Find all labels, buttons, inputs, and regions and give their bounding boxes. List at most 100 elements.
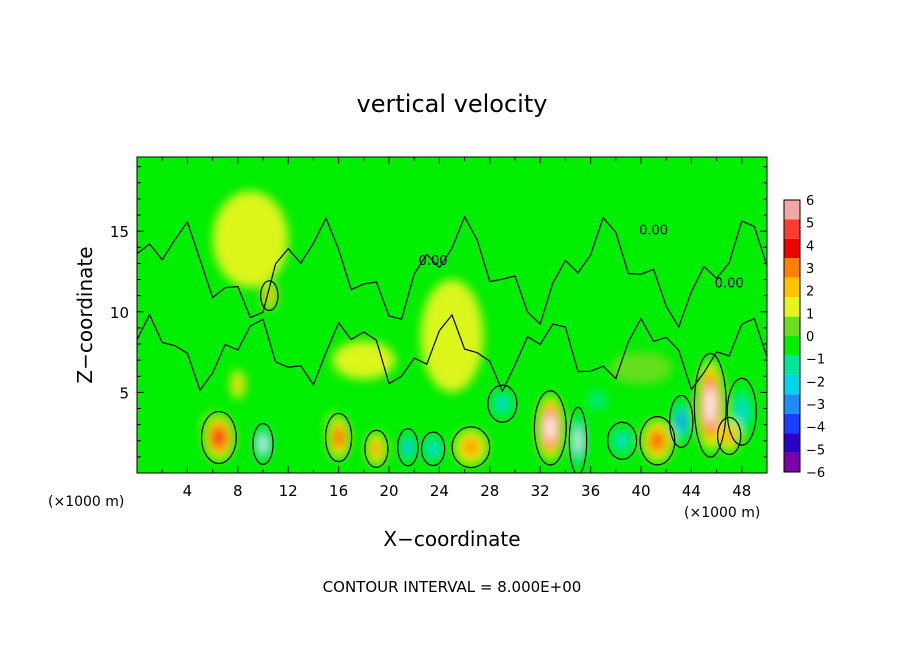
velocity-cell: [366, 432, 387, 465]
x-tick-label: 12: [279, 482, 298, 500]
velocity-cell-band: [420, 279, 484, 393]
colorbar-band: [784, 219, 800, 239]
colorbar-band: [784, 394, 800, 414]
x-tick-label: 20: [379, 482, 398, 500]
velocity-cell: [570, 411, 586, 470]
contour-label: 0.00: [639, 223, 668, 238]
colorbar-label: 2: [806, 285, 814, 300]
velocity-cell: [719, 419, 740, 453]
velocity-cell-band: [465, 441, 477, 454]
velocity-cell: [230, 369, 246, 399]
velocity-cell: [609, 352, 673, 385]
velocity-cell: [489, 387, 515, 420]
chart-title: vertical velocity: [357, 90, 548, 118]
x-unit-right: (×1000 m): [684, 505, 760, 521]
colorbar-label: 6: [806, 194, 814, 209]
x-tick-label: 36: [581, 482, 600, 500]
colorbar-label: 1: [806, 307, 814, 322]
zero-contours: 0.00 0.00 0.00: [137, 215, 767, 473]
zero-contour: [533, 390, 567, 466]
colorbar-band: [784, 336, 800, 356]
velocity-cell-core: [705, 384, 716, 426]
zero-contour: [717, 416, 742, 456]
velocity-cell-band: [234, 377, 242, 392]
x-tick-label: 28: [480, 482, 499, 500]
zero-contour: [568, 406, 588, 473]
velocity-cell-band: [167, 398, 195, 419]
colorbar-label: −4: [806, 421, 825, 436]
velocity-cell-band: [267, 395, 284, 415]
colorbar-band: [784, 355, 800, 375]
velocity-cell-band: [312, 386, 328, 411]
zero-contour: [451, 426, 491, 469]
velocity-cell-band: [679, 416, 684, 426]
colorbar-band: [784, 258, 800, 278]
velocity-cell: [642, 419, 673, 462]
y-axis-ticks: 5 10 15: [110, 166, 767, 458]
zero-contour: [693, 352, 727, 458]
contour-label: 0.00: [715, 277, 744, 292]
colorbar-band: [784, 297, 800, 317]
velocity-cell: [259, 385, 292, 425]
velocity-cell: [203, 414, 235, 461]
x-tick-label: 40: [631, 482, 650, 500]
x-tick-label: 48: [732, 482, 751, 500]
zero-contour: [607, 421, 638, 460]
x-tick-label: 4: [183, 482, 193, 500]
colorbar-band: [784, 433, 800, 453]
velocity-cell-core: [545, 413, 556, 443]
velocity-cell: [304, 374, 335, 424]
velocity-cell-core: [259, 435, 267, 452]
colorbar-label: −3: [806, 398, 825, 413]
velocity-cell-band: [405, 443, 411, 452]
colorbar-band: [784, 277, 800, 298]
colorbar-label: −5: [806, 443, 825, 458]
velocity-cell-band: [373, 443, 380, 455]
colorbar-label: −1: [806, 353, 825, 368]
zero-contour: [364, 429, 389, 468]
x-tick-label: 24: [430, 482, 449, 500]
y-tick-label: 10: [110, 304, 129, 322]
y-tick-label: 5: [119, 384, 129, 402]
velocity-cell: [399, 431, 417, 464]
velocity-cell: [584, 387, 610, 414]
colorbar-label: 0: [806, 330, 814, 345]
zero-contour: [137, 313, 767, 393]
colorbar-band: [784, 374, 800, 395]
velocity-cell-band: [212, 190, 289, 288]
contour-interval-note: CONTOUR INTERVAL = 8.000E+00: [323, 578, 582, 596]
velocity-cell: [671, 398, 692, 444]
colorbar: 6 5 4 3 2 1 0 −1 −2 −3 −4 −5 −6: [783, 194, 825, 481]
velocity-cell: [254, 426, 272, 462]
zero-contour: [420, 431, 446, 467]
velocity-cell-band: [609, 352, 673, 385]
x-tick-label: 44: [682, 482, 701, 500]
velocity-cell-core: [575, 427, 581, 454]
plot-area: 0.00 0.00 0.00: [137, 157, 767, 473]
y-tick-label: 15: [110, 223, 129, 241]
zero-contour: [487, 384, 518, 423]
colorbar-label: 3: [806, 262, 814, 277]
colorbar-band: [784, 452, 800, 472]
zero-contour: [252, 422, 274, 465]
velocity-cell-band: [215, 433, 222, 443]
zero-contour: [639, 416, 676, 466]
zero-contour: [260, 280, 279, 312]
colorbar-label: −6: [806, 466, 825, 481]
colorbar-label: 4: [806, 239, 814, 254]
zero-contour: [397, 428, 419, 467]
zero-contour: [669, 394, 694, 448]
velocity-cells: [153, 190, 755, 470]
velocity-cell-band: [737, 402, 746, 422]
x-tick-label: 8: [233, 482, 243, 500]
x-tick-label: 32: [531, 482, 550, 500]
colorbar-frame: [783, 199, 801, 473]
velocity-cell: [420, 279, 484, 393]
x-axis-ticks: 4 8 12 16 20 24 28 32 36 40 44 48: [161, 157, 751, 500]
velocity-cell: [327, 416, 350, 459]
velocity-cell-band: [430, 445, 436, 453]
zero-contour: [200, 410, 237, 465]
zero-contour: [137, 215, 767, 329]
velocity-cell: [536, 395, 565, 461]
